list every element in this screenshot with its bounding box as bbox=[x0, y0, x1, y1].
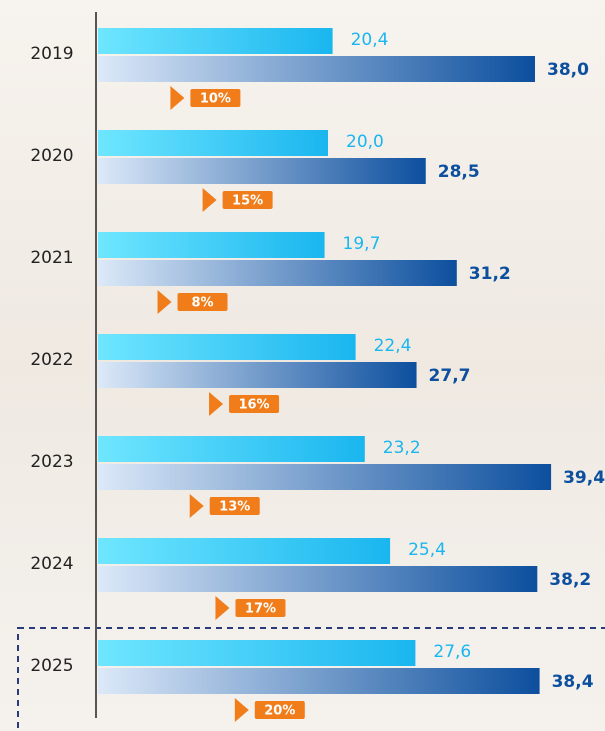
bar bbox=[98, 668, 540, 694]
y-tick-label: 2019 bbox=[30, 44, 73, 64]
value-label: 38,4 bbox=[552, 672, 594, 692]
value-label: 31,2 bbox=[469, 264, 511, 284]
bar bbox=[98, 538, 390, 564]
badge-label: 17% bbox=[245, 602, 276, 617]
value-label: 28,5 bbox=[438, 162, 480, 182]
bar bbox=[98, 362, 417, 388]
value-label: 23,2 bbox=[383, 438, 421, 458]
value-label: 38,2 bbox=[549, 570, 591, 590]
value-label: 39,4 bbox=[563, 468, 605, 488]
chart: 2019 20,4 38,0 10% 2020 20,0 28,5 15% 2021 19,7 31… bbox=[0, 0, 605, 731]
y-tick-label: 2020 bbox=[30, 146, 73, 166]
badge-label: 16% bbox=[238, 398, 269, 413]
value-label: 20,4 bbox=[351, 30, 389, 50]
badge-label: 8% bbox=[191, 296, 213, 311]
value-label: 22,4 bbox=[374, 336, 412, 356]
value-label: 19,7 bbox=[343, 234, 381, 254]
y-tick-label: 2021 bbox=[30, 248, 73, 268]
badge-label: 13% bbox=[219, 500, 250, 515]
badge-label: 15% bbox=[232, 194, 263, 209]
y-tick-label: 2024 bbox=[30, 554, 73, 574]
value-label: 20,0 bbox=[346, 132, 384, 152]
y-tick-label: 2023 bbox=[30, 452, 73, 472]
bar bbox=[98, 334, 356, 360]
bar bbox=[98, 566, 537, 592]
value-label: 25,4 bbox=[408, 540, 446, 560]
bar bbox=[98, 28, 333, 54]
bar bbox=[98, 130, 328, 156]
bar bbox=[98, 56, 535, 82]
y-tick-label: 2022 bbox=[30, 350, 73, 370]
bar bbox=[98, 436, 365, 462]
value-label: 27,7 bbox=[429, 366, 471, 386]
badge-label: 10% bbox=[200, 92, 231, 107]
badge-label: 20% bbox=[264, 704, 295, 719]
bar bbox=[98, 260, 457, 286]
bar bbox=[98, 158, 426, 184]
value-label: 38,0 bbox=[547, 60, 589, 80]
y-tick-label: 2025 bbox=[30, 656, 73, 676]
bar bbox=[98, 640, 415, 666]
bar bbox=[98, 232, 325, 258]
bar bbox=[98, 464, 551, 490]
value-label: 27,6 bbox=[433, 642, 471, 662]
